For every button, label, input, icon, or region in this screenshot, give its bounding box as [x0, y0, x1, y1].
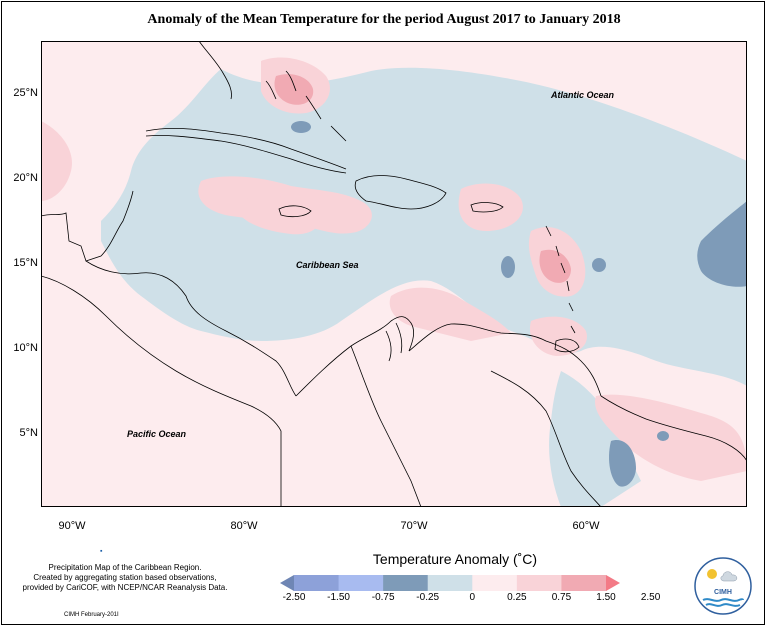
- coast-maracaibo: [385, 322, 403, 362]
- footnote-line-1: Precipitation Map of the Caribbean Regio…: [48, 563, 202, 572]
- anomaly-patch-antilles-core: [539, 249, 571, 283]
- logo-wave-icon-2: [705, 603, 741, 607]
- footnote-line-3: provided by CariCOF, with NCEP/NCAR Rean…: [22, 583, 228, 592]
- logo-text: CIMH: [714, 589, 732, 596]
- coast-bahamas: [265, 70, 347, 142]
- logo-wave-icon: [702, 598, 744, 602]
- legend-labels: -2.50 -1.50 -0.75 -0.25 0 0.25 0.75 1.50 2.50: [0, 592, 768, 606]
- anomaly-patch-leeward: [501, 256, 515, 278]
- color-legend: [280, 575, 620, 591]
- logo-cloud-icon: [720, 571, 738, 582]
- legend-label: 0: [469, 592, 476, 603]
- legend-label: 0.75: [551, 592, 572, 603]
- legend-label: -0.75: [371, 592, 395, 603]
- coast-puertorico: [470, 202, 504, 213]
- footnote-line-2: Created by aggregating station based obs…: [33, 573, 217, 582]
- map-border: [41, 41, 747, 507]
- y-tick-15n: 15°N: [13, 257, 38, 269]
- anomaly-map: Atlantic Ocean Caribbean Sea Pacific Oce…: [41, 41, 747, 507]
- coast-south-america-interior: [490, 370, 602, 507]
- legend-label: -2.50: [282, 592, 306, 603]
- logo-sun-icon: [707, 569, 717, 579]
- coastlines: [41, 41, 747, 507]
- coast-florida: [198, 41, 232, 100]
- anomaly-patch-florida-strait: [291, 121, 311, 133]
- anomaly-patch-bahamas-core: [274, 74, 314, 105]
- map-title: Anomaly of the Mean Temperature for the …: [147, 12, 621, 27]
- anomaly-patch-venezuela-coast: [389, 287, 511, 341]
- coast-central-america: [85, 260, 297, 397]
- anomaly-patch-windward: [592, 258, 606, 272]
- anomaly-patch-guianas: [595, 394, 747, 481]
- legend-swatch-arrow-left: [280, 575, 294, 591]
- coast-south-america-border: [350, 345, 422, 507]
- legend-swatch: [561, 575, 607, 591]
- legend-label: 2.50: [640, 592, 661, 603]
- anomaly-patch-jamaica: [241, 195, 320, 235]
- y-tick-20n: 20°N: [13, 172, 38, 184]
- cimh-logo: CIMH: [694, 557, 752, 615]
- coast-jamaica: [278, 205, 312, 218]
- coast-hispaniola: [354, 175, 447, 210]
- legend-swatch: [338, 575, 384, 591]
- coast-venezuela: [408, 323, 602, 397]
- legend-swatch: [472, 575, 518, 591]
- legend-swatch: [383, 575, 429, 591]
- legend-swatch-arrow-right: [606, 575, 620, 591]
- footnote: Precipitation Map of the Caribbean Regio…: [10, 563, 240, 593]
- legend-swatch: [294, 575, 340, 591]
- legend-swatch: [516, 575, 562, 591]
- y-tick-25n: 25°N: [13, 87, 38, 99]
- legend-label: 0.25: [507, 592, 527, 603]
- y-tick-10n: 10°N: [13, 342, 38, 354]
- label-atlantic-ocean: Atlantic Ocean: [550, 90, 615, 100]
- coast-cuba-south: [145, 135, 347, 174]
- anomaly-patch-atlantic-east: [697, 201, 747, 287]
- coast-trinidad: [554, 338, 580, 353]
- anomaly-patch-guyana: [657, 431, 669, 441]
- x-tick-80w: 80°W: [230, 520, 258, 532]
- label-caribbean-sea: Caribbean Sea: [296, 260, 359, 270]
- coast-lesser-antilles: [545, 225, 576, 334]
- anomaly-patch-trinidad: [529, 316, 587, 356]
- legend-label: -1.50: [327, 592, 350, 603]
- x-tick-90w: 90°W: [58, 520, 86, 532]
- legend-swatch: [427, 575, 473, 591]
- coast-mexico-yucatan: [41, 190, 134, 262]
- coast-central-america-pacific: [41, 275, 282, 507]
- coast-guianas: [600, 395, 747, 462]
- legend-label: -0.25: [416, 592, 440, 603]
- x-tick-70w: 70°W: [400, 520, 428, 532]
- anomaly-patch-mexico: [41, 121, 72, 201]
- anomaly-patch-puertorico: [458, 183, 523, 231]
- y-tick-5n: 5°N: [19, 427, 38, 439]
- x-tick-60w: 60°W: [572, 520, 600, 532]
- coast-cuba: [145, 128, 347, 170]
- label-pacific-ocean: Pacific Ocean: [127, 429, 187, 439]
- anomaly-patch-amazon: [608, 440, 636, 487]
- credit: CIMH February-201I: [64, 612, 119, 618]
- anomaly-field-negative: [101, 67, 747, 387]
- marker-dot: ▪: [100, 548, 103, 555]
- legend-title: Temperature Anomaly (˚C): [372, 551, 538, 567]
- legend-label: 1.50: [596, 592, 616, 603]
- coast-panama-colombia: [295, 316, 415, 397]
